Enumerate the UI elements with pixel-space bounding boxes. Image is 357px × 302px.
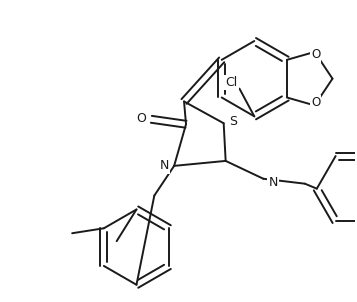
Text: N: N — [160, 159, 169, 172]
Text: O: O — [311, 48, 320, 61]
Text: O: O — [136, 112, 146, 125]
Text: O: O — [311, 96, 320, 109]
Text: Cl: Cl — [225, 76, 238, 89]
Text: N: N — [268, 176, 278, 189]
Text: S: S — [230, 115, 237, 128]
